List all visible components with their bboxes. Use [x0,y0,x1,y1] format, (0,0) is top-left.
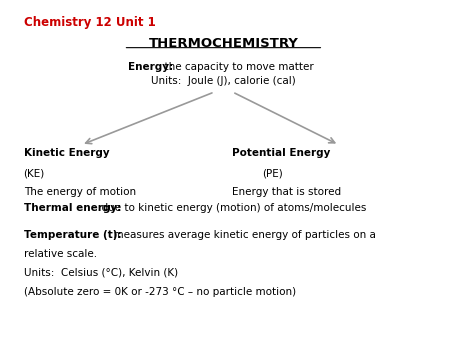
Text: (PE): (PE) [262,168,283,178]
Text: Energy:: Energy: [128,62,173,72]
Text: due to kinetic energy (motion) of atoms/molecules: due to kinetic energy (motion) of atoms/… [94,203,366,213]
Text: Units:  Celsius (°C), Kelvin (K): Units: Celsius (°C), Kelvin (K) [23,268,178,277]
Text: (KE): (KE) [23,168,45,178]
Text: Chemistry 12 Unit 1: Chemistry 12 Unit 1 [23,17,155,29]
Text: The energy of motion: The energy of motion [23,187,136,197]
Text: Energy that is stored: Energy that is stored [232,187,342,197]
Text: (Absolute zero = 0K or -273 °C – no particle motion): (Absolute zero = 0K or -273 °C – no part… [23,287,296,297]
Text: THERMOCHEMISTRY: THERMOCHEMISTRY [148,37,298,50]
Text: Thermal energy:: Thermal energy: [23,203,121,213]
Text: relative scale.: relative scale. [23,249,97,260]
Text: Potential Energy: Potential Energy [232,148,331,158]
Text: Units:  Joule (J), calorie (cal): Units: Joule (J), calorie (cal) [151,76,296,86]
Text: measures average kinetic energy of particles on a: measures average kinetic energy of parti… [107,230,376,240]
Text: Kinetic Energy: Kinetic Energy [23,148,109,158]
Text: the capacity to move matter: the capacity to move matter [158,62,314,72]
Text: Temperature (t):: Temperature (t): [23,230,121,240]
